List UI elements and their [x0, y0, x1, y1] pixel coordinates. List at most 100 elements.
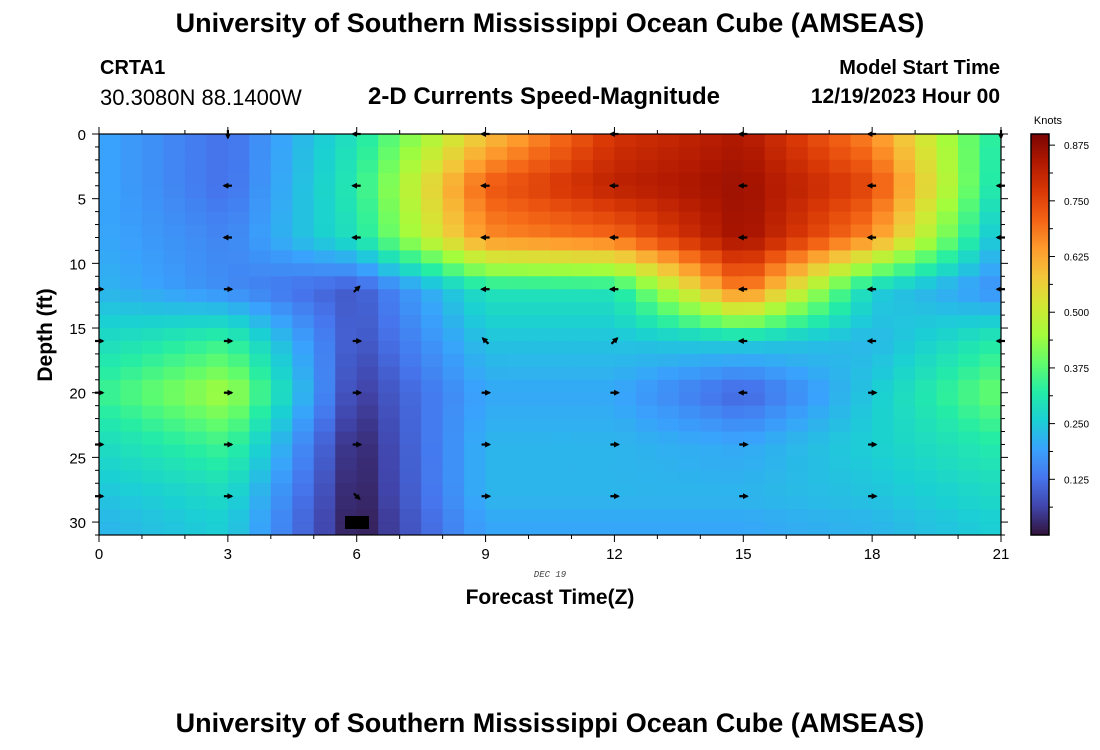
heatmap-cell [936, 146, 959, 161]
heatmap-cell [141, 431, 165, 446]
heatmap-cell [915, 185, 938, 200]
heatmap-cell [700, 457, 723, 471]
heatmap-cell [872, 224, 895, 239]
heatmap-cell [206, 146, 229, 161]
heatmap-cell [764, 405, 787, 420]
heatmap-cell [184, 483, 207, 497]
heatmap-cell [99, 263, 122, 277]
heatmap-cell [958, 224, 981, 239]
heatmap-cell [99, 146, 122, 161]
heatmap-cell [872, 211, 895, 226]
heatmap-cell [141, 159, 165, 174]
heatmap-cell [721, 172, 744, 187]
heatmap-cell [227, 418, 250, 433]
heatmap-cell [550, 134, 573, 148]
heatmap-cell [592, 146, 616, 161]
heatmap-cell [872, 392, 895, 407]
heatmap-cell [700, 276, 723, 290]
heatmap-cell [313, 315, 336, 329]
heatmap-cell [700, 418, 723, 433]
heatmap-cell [550, 366, 573, 381]
heatmap-cell [270, 250, 293, 264]
heatmap-cell [657, 470, 680, 484]
heatmap-cell [936, 483, 959, 497]
heatmap-cell [184, 172, 207, 187]
heatmap-cell [528, 198, 551, 213]
heatmap-cell [507, 431, 530, 446]
heatmap-cell [721, 353, 744, 368]
heatmap-cell [335, 457, 358, 471]
heatmap-cell [764, 379, 787, 394]
heatmap-cell [464, 211, 487, 226]
heatmap-cell [893, 392, 916, 407]
heatmap-cell [399, 289, 422, 303]
heatmap-cell [807, 185, 830, 200]
heatmap-cell [571, 198, 594, 213]
chart-subtitle: 2-D Currents Speed-Magnitude [368, 83, 721, 110]
heatmap-cell [850, 276, 873, 290]
heatmap-cell [850, 185, 873, 200]
heatmap-cell [356, 457, 379, 471]
heatmap-cell [292, 211, 315, 226]
heatmap-cell [571, 263, 594, 277]
heatmap-cell [313, 366, 336, 381]
heatmap-cell [786, 134, 809, 148]
heatmap-cell [421, 289, 444, 303]
heatmap-cell [592, 185, 616, 200]
heatmap-cell [700, 392, 723, 407]
heatmap-cell [485, 522, 508, 535]
heatmap-cell [485, 276, 508, 290]
heatmap-cell [915, 263, 938, 277]
heatmap-cell [335, 211, 358, 226]
heatmap-cell [292, 172, 315, 187]
heatmap-cell [507, 302, 530, 316]
heatmap-cell [335, 392, 358, 407]
heatmap-cell [979, 328, 1001, 342]
heatmap-cell [550, 379, 573, 394]
heatmap-cell [421, 237, 444, 252]
heatmap-cell [786, 444, 809, 458]
heatmap-cell [99, 483, 122, 497]
heatmap-cell [335, 418, 358, 433]
heatmap-cell [528, 315, 551, 329]
heatmap-cell [442, 483, 465, 497]
heatmap-cell [99, 353, 122, 368]
heatmap-cell [678, 418, 701, 433]
heatmap-cell [528, 509, 551, 523]
heatmap-cell [915, 211, 938, 226]
heatmap-cell [850, 134, 873, 148]
heatmap-cell [335, 134, 358, 148]
heatmap-cell [184, 159, 207, 174]
heatmap-cell [120, 353, 143, 368]
heatmap-cell [313, 405, 336, 420]
heatmap-cell [270, 315, 293, 329]
x-tick-label: 0 [95, 546, 103, 563]
heatmap-cell [915, 444, 938, 458]
heatmap-cell [356, 198, 379, 213]
heatmap-cell [442, 379, 465, 394]
heatmap-cell [979, 185, 1001, 200]
heatmap-cell [614, 302, 637, 316]
heatmap-cell [979, 159, 1001, 174]
heatmap-cell [249, 470, 272, 484]
heatmap-cell [356, 302, 379, 316]
heatmap-cell [399, 224, 422, 239]
heatmap-cell [678, 276, 701, 290]
heatmap-cell [99, 211, 122, 226]
heatmap-cell [120, 276, 143, 290]
heatmap-cell [528, 353, 551, 368]
heatmap-cell [721, 392, 744, 407]
heatmap-cell [807, 237, 830, 252]
heatmap-cell [592, 211, 616, 226]
heatmap-cell [807, 159, 830, 174]
heatmap-cell [936, 159, 959, 174]
heatmap-cell [807, 457, 830, 471]
heatmap-cell [528, 211, 551, 226]
heatmap-cell [829, 405, 852, 420]
heatmap-cell [399, 522, 422, 535]
heatmap-cell [378, 392, 401, 407]
heatmap-cell [442, 444, 465, 458]
heatmap-cell [507, 366, 530, 381]
heatmap-cell [507, 237, 530, 252]
heatmap-cell [141, 418, 165, 433]
